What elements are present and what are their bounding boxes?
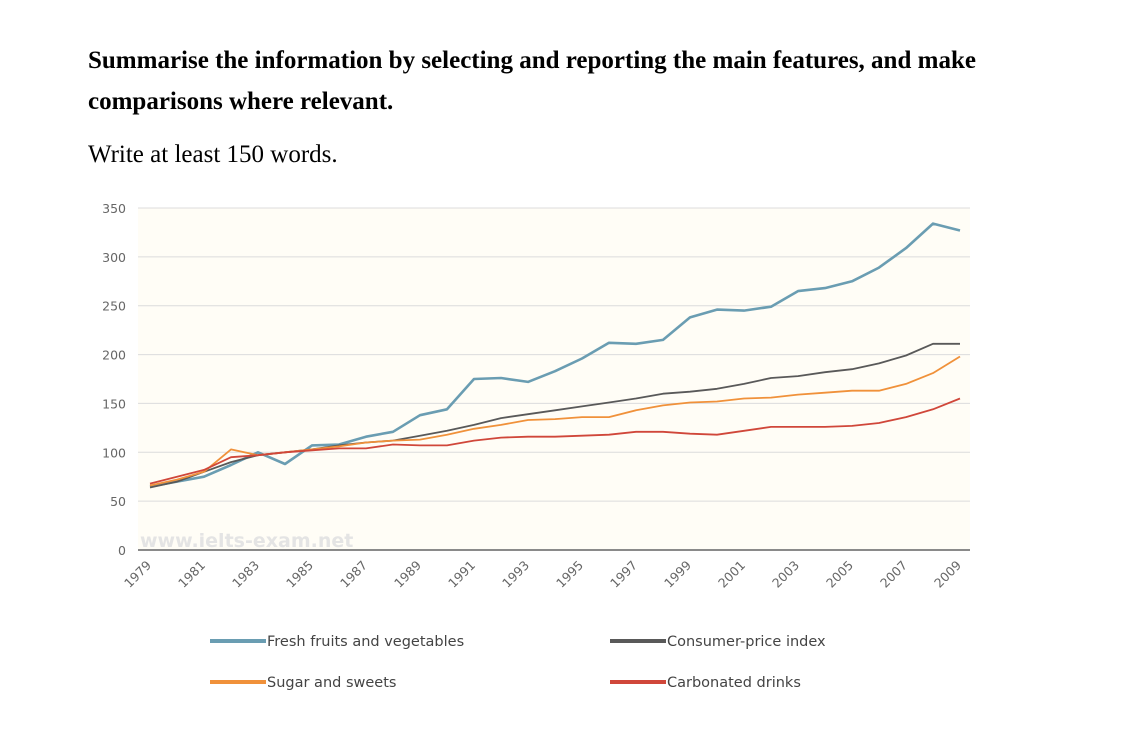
x-tick-label: 1999 — [661, 557, 694, 590]
watermark: www.ielts-exam.net — [140, 530, 353, 552]
legend-label: Sugar and sweets — [267, 675, 396, 691]
legend-item: Carbonated drinks — [610, 675, 801, 691]
x-tick-label: 1981 — [175, 558, 208, 591]
x-tick-label: 1991 — [445, 558, 478, 591]
legend-label: Fresh fruits and vegetables — [267, 634, 464, 650]
x-tick-label: 1987 — [337, 558, 370, 591]
y-tick-label: 350 — [102, 201, 126, 216]
y-tick-label: 250 — [102, 299, 126, 314]
y-tick-label: 200 — [102, 348, 126, 363]
series-line-fresh-fruits-and-vegetables — [149, 222, 961, 488]
y-tick-label: 100 — [102, 445, 126, 460]
x-tick-label: 1985 — [283, 558, 316, 591]
word-count-requirement: Write at least 150 words. — [88, 141, 338, 168]
plot-area — [138, 208, 970, 550]
x-tick-label: 1979 — [121, 557, 154, 590]
x-tick-label: 2009 — [931, 557, 964, 590]
x-tick-label: 2003 — [769, 558, 802, 591]
series-line-carbonated-drinks — [149, 397, 961, 485]
legend-item: Consumer-price index — [610, 634, 826, 650]
x-tick-label: 1993 — [499, 558, 532, 591]
y-tick-label: 0 — [118, 543, 126, 558]
legend-item: Sugar and sweets — [210, 675, 396, 691]
legend-label: Consumer-price index — [667, 634, 826, 650]
x-tick-label: 1995 — [553, 558, 586, 591]
x-tick-label: 2007 — [877, 558, 910, 591]
task-instruction: Summarise the information by selecting a… — [88, 47, 976, 115]
x-tick-label: 1983 — [229, 558, 262, 591]
legend-label: Carbonated drinks — [667, 675, 801, 691]
y-tick-label: 150 — [102, 396, 126, 411]
y-tick-label: 300 — [102, 250, 126, 265]
legend-item: Fresh fruits and vegetables — [210, 634, 464, 650]
x-tick-label: 1989 — [391, 557, 424, 590]
y-tick-label: 50 — [110, 494, 126, 509]
x-tick-label: 2005 — [823, 558, 856, 591]
x-tick-label: 1997 — [607, 558, 640, 591]
x-tick-label: 2001 — [715, 558, 748, 591]
